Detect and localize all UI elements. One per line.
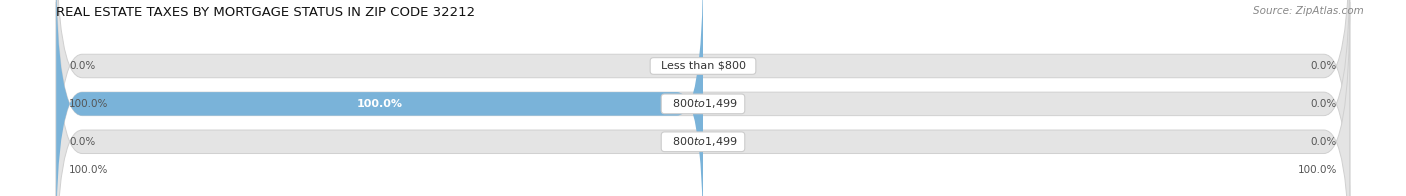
Text: REAL ESTATE TAXES BY MORTGAGE STATUS IN ZIP CODE 32212: REAL ESTATE TAXES BY MORTGAGE STATUS IN … — [56, 6, 475, 19]
Text: 0.0%: 0.0% — [69, 137, 96, 147]
Text: Source: ZipAtlas.com: Source: ZipAtlas.com — [1253, 6, 1364, 16]
Text: 100.0%: 100.0% — [69, 99, 108, 109]
Text: 0.0%: 0.0% — [1310, 61, 1337, 71]
Text: 0.0%: 0.0% — [1310, 137, 1337, 147]
Text: $800 to $1,499: $800 to $1,499 — [665, 135, 741, 148]
FancyBboxPatch shape — [56, 0, 703, 196]
Text: Less than $800: Less than $800 — [654, 61, 752, 71]
Text: 100.0%: 100.0% — [69, 164, 108, 174]
Text: 100.0%: 100.0% — [1298, 164, 1337, 174]
Text: 0.0%: 0.0% — [1310, 99, 1337, 109]
Text: 100.0%: 100.0% — [357, 99, 402, 109]
FancyBboxPatch shape — [56, 2, 1350, 196]
FancyBboxPatch shape — [56, 0, 1350, 196]
FancyBboxPatch shape — [56, 0, 1350, 196]
Text: 0.0%: 0.0% — [69, 61, 96, 71]
Text: $800 to $1,499: $800 to $1,499 — [665, 97, 741, 110]
